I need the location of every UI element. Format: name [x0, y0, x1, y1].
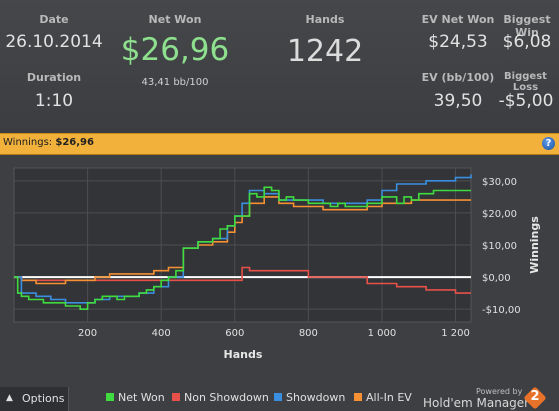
duration-label: Duration: [26, 71, 82, 84]
date-label: Date: [39, 13, 69, 26]
legend-showdown: Showdown: [274, 391, 345, 404]
help-icon[interactable]: ?: [542, 137, 555, 150]
legend-swatch-non-showdown: [172, 393, 180, 401]
net-won-label: Net Won: [148, 13, 202, 26]
y-tick-label: $20,00: [482, 209, 517, 220]
x-tick-label: 400: [152, 328, 171, 339]
legend-text-all-in-ev: All-In EV: [366, 391, 412, 404]
series-net-won: [14, 186, 471, 310]
ev-bb-value: 39,50: [433, 91, 483, 111]
legend-swatch-all-in-ev: [354, 393, 362, 401]
legend-swatch-showdown: [274, 393, 282, 401]
x-axis-label: Hands: [224, 348, 263, 361]
legend-all-in-ev: All-In EV: [354, 391, 412, 404]
ev-bb-label: EV (bb/100): [421, 71, 495, 84]
footer-bar: ▲ Options Net Won Non Showdown Showdown …: [0, 386, 559, 411]
y-tick-label: $30,00: [482, 177, 517, 188]
brand-name: Hold'em Manager: [423, 396, 530, 410]
winnings-value: $26,96: [55, 137, 94, 148]
legend-text-non-showdown: Non Showdown: [184, 391, 269, 404]
winnings-banner: Winnings: $26,96 ?: [0, 133, 559, 155]
legend-net-won: Net Won: [106, 391, 165, 404]
legend-swatch-net-won: [106, 393, 114, 401]
winnings-label: Winnings:: [3, 137, 53, 148]
biggest-win-label: Biggest Win: [503, 13, 551, 39]
y-tick-label: -$10,00: [482, 305, 521, 316]
net-won-bb: 43,41 bb/100: [141, 77, 209, 88]
y-axis-label: Winnings: [528, 216, 541, 274]
biggest-loss-value: -$5,00: [498, 91, 554, 111]
biggest-loss-label: Biggest Loss: [504, 71, 547, 93]
options-button[interactable]: ▲ Options: [0, 387, 69, 411]
x-tick-label: 800: [299, 328, 318, 339]
winnings-chart: $30,00 $20,00 $10,00 $0,00 -$10,00 200 400 600 8…: [13, 167, 541, 361]
legend-text-net-won: Net Won: [118, 391, 165, 404]
x-tick-label: 1 200: [441, 328, 470, 339]
winnings-banner-text: Winnings: $26,96: [3, 137, 94, 148]
series-lines: [14, 174, 472, 310]
y-tick-label: $0,00: [482, 273, 511, 284]
options-label: Options: [22, 392, 65, 405]
hands-value: 1242: [286, 34, 364, 69]
date-value: 26.10.2014: [5, 32, 103, 52]
winnings-chart-area: $30,00 $20,00 $10,00 $0,00 -$10,00 200 400 600 8…: [0, 155, 559, 387]
ev-net-won-label: EV Net Won: [421, 13, 495, 26]
stats-panel: Date 26.10.2014 Duration 1:10 Net Won $2…: [0, 0, 559, 133]
hm-logo-number: 2: [530, 389, 540, 404]
duration-value: 1:10: [34, 91, 74, 111]
legend-non-showdown: Non Showdown: [172, 391, 269, 404]
biggest-win-value: $6,08: [502, 32, 552, 52]
x-tick-label: 600: [225, 328, 244, 339]
hands-label: Hands: [305, 13, 345, 26]
y-tick-label: $10,00: [482, 241, 517, 252]
x-tick-label: 200: [78, 328, 97, 339]
net-won-value: $26,96: [120, 32, 230, 68]
powered-by-text: Powered by: [476, 387, 523, 396]
legend-text-showdown: Showdown: [286, 391, 346, 404]
ev-net-won-value: $24,53: [428, 32, 488, 52]
chevron-up-icon: ▲: [6, 393, 13, 403]
axis-ticks: $30,00 $20,00 $10,00 $0,00 -$10,00 200 400 600 8…: [78, 177, 521, 339]
x-tick-label: 1 000: [368, 328, 397, 339]
